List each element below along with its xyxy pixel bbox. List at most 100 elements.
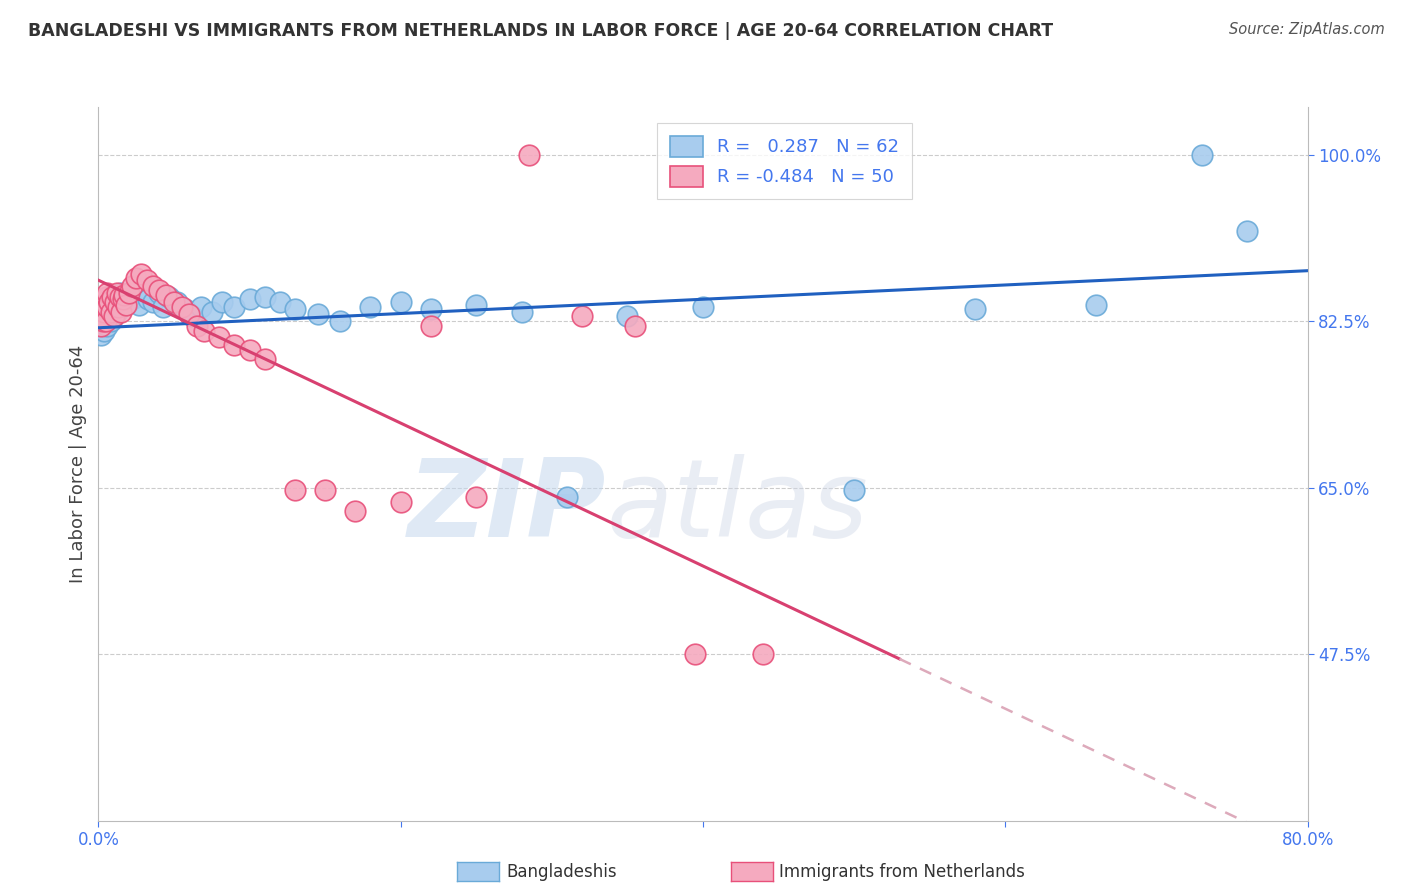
Point [125,271,148,285]
Point [96,300,118,314]
Point [132,281,155,295]
Point [1085,298,1108,312]
Point [96,318,118,333]
Point [90,328,112,343]
Point [142,295,165,310]
Point [107,300,129,314]
Point [181,310,204,324]
Point [114,295,136,310]
Point [103,310,125,324]
Point [98,310,121,324]
Point [510,304,533,318]
Point [163,295,186,310]
Point [108,290,131,304]
Point [692,300,714,314]
Point [112,288,135,302]
Point [125,290,148,304]
Point [89,310,111,324]
Point [101,304,124,318]
Point [420,301,443,316]
Point [94,290,117,304]
Point [224,300,246,314]
Point [100,295,122,310]
Point [118,285,141,300]
Point [685,647,707,661]
Point [193,324,215,338]
Point [269,295,291,310]
Point [96,285,118,300]
Point [108,290,131,304]
Point [517,147,540,161]
Text: Immigrants from Netherlands: Immigrants from Netherlands [779,863,1025,881]
Text: Source: ZipAtlas.com: Source: ZipAtlas.com [1229,22,1385,37]
Point [111,292,134,306]
Point [239,292,262,306]
Point [100,304,122,318]
Point [253,290,276,304]
Legend: R =   0.287   N = 62, R = -0.484   N = 50: R = 0.287 N = 62, R = -0.484 N = 50 [658,123,911,199]
Point [104,300,127,314]
Point [344,504,367,518]
Point [93,304,115,318]
Point [752,647,775,661]
Point [465,298,488,312]
Point [105,285,128,300]
Point [98,295,121,310]
Point [179,308,201,322]
Point [1191,147,1213,161]
Point [96,300,118,314]
Point [155,288,177,302]
Text: atlas: atlas [606,454,868,559]
Point [211,295,233,310]
Point [284,483,307,497]
Point [314,483,336,497]
Point [170,300,193,314]
Point [208,330,231,344]
Point [101,290,124,304]
Point [624,318,647,333]
Point [91,318,114,333]
Point [152,300,174,314]
Point [128,298,150,312]
Point [114,298,136,312]
Point [91,300,114,314]
Point [420,318,443,333]
Point [148,285,170,300]
Point [104,295,127,310]
Point [201,304,224,318]
Point [112,288,135,302]
Point [93,324,115,338]
Point [148,283,170,297]
Point [186,318,208,333]
Point [90,300,112,314]
Point [111,292,134,306]
Point [94,314,117,328]
Point [571,310,593,324]
Point [173,301,195,316]
Point [284,301,307,316]
Point [136,292,159,306]
Point [98,290,121,304]
Point [159,290,181,304]
Point [90,310,112,324]
Point [844,483,866,497]
Point [91,295,114,310]
Text: ZIP: ZIP [408,454,606,559]
Point [105,304,128,318]
Point [190,300,212,314]
Point [360,300,382,314]
Point [465,490,488,504]
Point [129,267,152,281]
Point [166,295,188,310]
Point [103,290,125,304]
Text: Bangladeshis: Bangladeshis [506,863,617,881]
Y-axis label: In Labor Force | Age 20-64: In Labor Force | Age 20-64 [69,344,87,583]
Point [110,285,132,300]
Point [121,279,143,293]
Point [307,308,329,322]
Point [107,295,129,310]
Point [389,495,412,509]
Point [100,314,122,328]
Point [135,273,157,287]
Point [329,314,352,328]
